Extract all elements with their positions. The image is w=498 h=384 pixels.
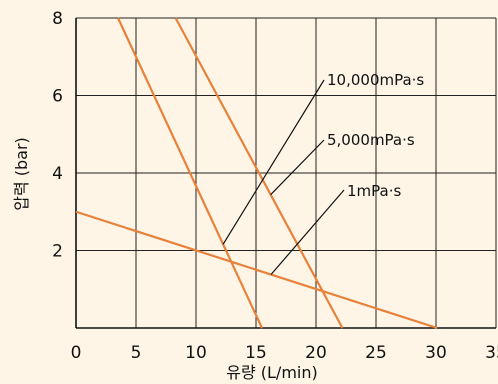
annotations: 10,000mPa·s 5,000mPa·s 1mPa·s (327, 71, 424, 200)
series-5000-line (174, 17, 344, 329)
tick-labels: 0 5 10 15 20 25 30 35 2 4 6 8 (52, 9, 498, 363)
grid (75, 17, 497, 329)
x-tick-label-35: 35 (485, 343, 498, 363)
y-axis-title: 압력 (bar) (12, 137, 31, 211)
x-tick-label-30: 30 (425, 343, 447, 363)
x-tick-label-0: 0 (71, 343, 82, 363)
series-1-label: 1mPa·s (347, 182, 401, 200)
annotation-leaders (222, 79, 345, 275)
x-tick-label-25: 25 (365, 343, 387, 363)
series-lines (75, 17, 438, 330)
y-tick-label-2: 2 (52, 242, 63, 262)
series-10000-label: 10,000mPa·s (327, 71, 424, 89)
series-10000-line (117, 17, 263, 329)
series-5000-label: 5,000mPa·s (327, 131, 415, 149)
y-tick-label-4: 4 (52, 164, 63, 184)
series-5000-leader (270, 139, 325, 196)
x-tick-label-5: 5 (131, 343, 142, 363)
x-tick-label-10: 10 (185, 343, 207, 363)
x-tick-label-15: 15 (245, 343, 267, 363)
y-tick-label-6: 6 (52, 87, 63, 107)
x-tick-label-20: 20 (305, 343, 327, 363)
x-axis-title: 유량 (L/min) (226, 363, 318, 382)
series-1-line (75, 210, 438, 330)
series-10000-leader (222, 79, 325, 245)
series-1-leader (270, 189, 345, 275)
y-tick-label-8: 8 (52, 9, 63, 29)
